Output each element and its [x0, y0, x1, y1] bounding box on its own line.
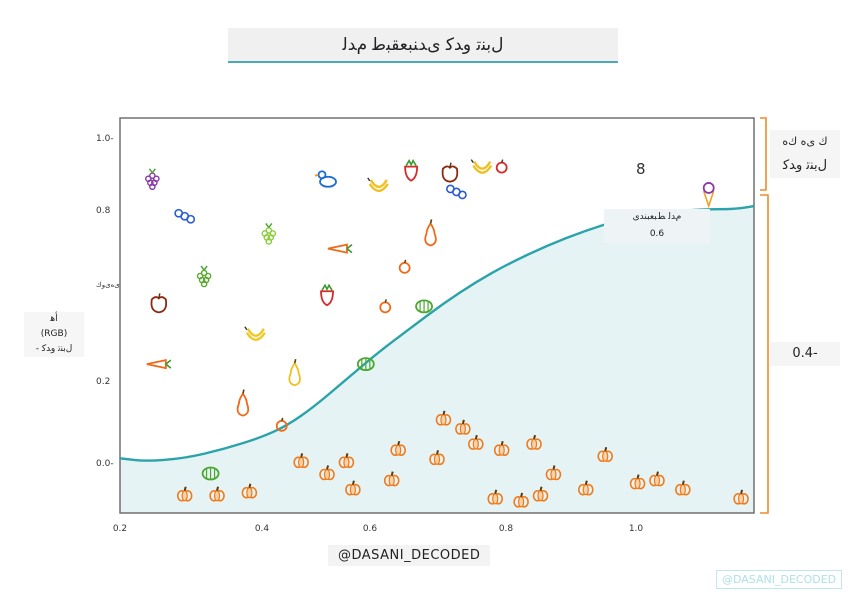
data-point-pumpkin [429, 450, 445, 466]
data-point-blueberry [446, 184, 467, 200]
data-point-pumpkin [390, 440, 406, 456]
data-point-lettuce [150, 293, 168, 314]
data-point-pumpkin [455, 419, 471, 435]
digit-mark: 8 [636, 160, 646, 178]
data-point-pumpkin [532, 486, 549, 502]
right-bracket-bottom [760, 194, 769, 514]
y-axis-label-line-3: - ﻝﺑﻨﺗ ﻭﺪﻛ [35, 344, 73, 354]
data-point-pumpkin [319, 465, 335, 481]
curve-fill-area [120, 206, 754, 513]
right-bottom-value: 0.4- [770, 342, 840, 366]
data-point-pumpkin [241, 483, 258, 499]
data-point-pumpkin [513, 492, 529, 508]
data-point-carrot [327, 243, 353, 254]
data-point-pumpkin [597, 447, 614, 463]
data-point-lime [201, 466, 220, 481]
y-axis-label-line-1: ﺃﻫ [50, 314, 58, 324]
data-point-pumpkin [435, 410, 452, 426]
y-axis-label: ﺃﻫ (RGB) - ﻝﺑﻨﺗ ﻭﺪﻛ [24, 312, 84, 357]
data-point-pumpkin [649, 471, 665, 487]
data-point-pumpkin [526, 434, 542, 450]
plot-frame [119, 117, 755, 514]
y-axis-label-line-2: (RGB) [40, 329, 68, 339]
x-tick-label-4: 1.0 [629, 524, 644, 534]
data-point-pumpkin [209, 486, 225, 502]
data-point-banana [367, 177, 389, 193]
data-point-strawberry [404, 158, 419, 182]
data-point-orange [275, 417, 288, 432]
data-point-orange [379, 299, 392, 314]
data-point-strawberry [320, 283, 334, 307]
data-point-pear [424, 219, 437, 247]
right-top-label-line-1: ﻙ ﻯﻩ ﻙﻩ [782, 135, 828, 148]
data-point-pumpkin [338, 453, 355, 469]
y-tick-label-3: 0.2 [96, 377, 110, 387]
data-point-pumpkin [675, 480, 691, 496]
data-point-lime [356, 357, 375, 372]
x-tick-label-2: 0.6 [363, 524, 378, 534]
data-point-pumpkin [487, 489, 504, 505]
data-point-orange [398, 259, 411, 274]
data-point-pumpkin [545, 465, 562, 481]
data-point-tomato [495, 159, 508, 174]
y-tick-label-1: 0.8 [96, 206, 111, 216]
credit-text: @DASANI_DECODED [328, 545, 491, 566]
data-point-pumpkin [577, 480, 594, 496]
data-point-pumpkin [468, 434, 484, 450]
data-point-duck [314, 170, 337, 188]
data-point-carrot [146, 359, 172, 370]
curve-label-line-2: 0.6 [649, 229, 665, 239]
right-top-label-line-2: ﻝﺑﻨﺗ ﻭﺪﻛ [782, 158, 828, 173]
x-tick-label-3: 0.8 [499, 524, 514, 534]
data-point-pumpkin [629, 474, 646, 490]
data-point-icecream [702, 182, 715, 209]
data-point-pumpkin [176, 486, 193, 502]
y-tick-label-4: 0.0- [96, 459, 114, 469]
data-point-pumpkin [293, 453, 309, 469]
y-tick-label-2: ﻯﻩﻯﻭﻙ [96, 281, 120, 289]
data-point-blueberry [174, 208, 196, 224]
chart-title-box: ﻝﺑﻨﺗ ﻭﺪﻛ ﻯﺪﻨﺒﻌﻘﺒﻃ ﻡﺪﻟ [228, 28, 618, 63]
data-point-pumpkin [733, 489, 749, 505]
data-point-pumpkin [345, 480, 361, 496]
curve-label: ﻡﺪﻟ ﻂﺒﻌﺒﻨﺪﻯ 0.6 [604, 209, 710, 243]
right-top-label: ﻙ ﻯﻩ ﻙﻩ ﻝﺑﻨﺗ ﻭﺪﻛ [770, 130, 840, 178]
x-tick-label-0: 0.2 [113, 524, 127, 534]
data-point-pumpkin [383, 471, 400, 487]
y-tick-label-0: 1.0- [96, 134, 114, 144]
data-point-lime [415, 299, 433, 314]
watermark: @DASANI_DECODED [716, 570, 843, 589]
data-point-grapes [145, 168, 160, 191]
data-point-banana [244, 326, 266, 341]
data-point-banana [470, 159, 493, 174]
data-point-pumpkin [493, 440, 510, 456]
curve-label-line-1: ﻡﺪﻟ ﻂﺒﻌﺒﻨﺪﻯ [632, 212, 682, 222]
data-point-grapes [196, 265, 212, 288]
data-point-grapes [261, 223, 277, 245]
right-bracket-top [760, 117, 767, 191]
chart-title: ﻝﺑﻨﺗ ﻭﺪﻛ ﻯﺪﻨﺒﻌﻘﺒﻃ ﻡﺪﻟ [342, 34, 504, 55]
data-point-pear [236, 389, 250, 417]
data-point-apple [441, 162, 459, 183]
data-point-pear [288, 359, 301, 387]
x-tick-label-1: 0.4 [255, 524, 270, 534]
